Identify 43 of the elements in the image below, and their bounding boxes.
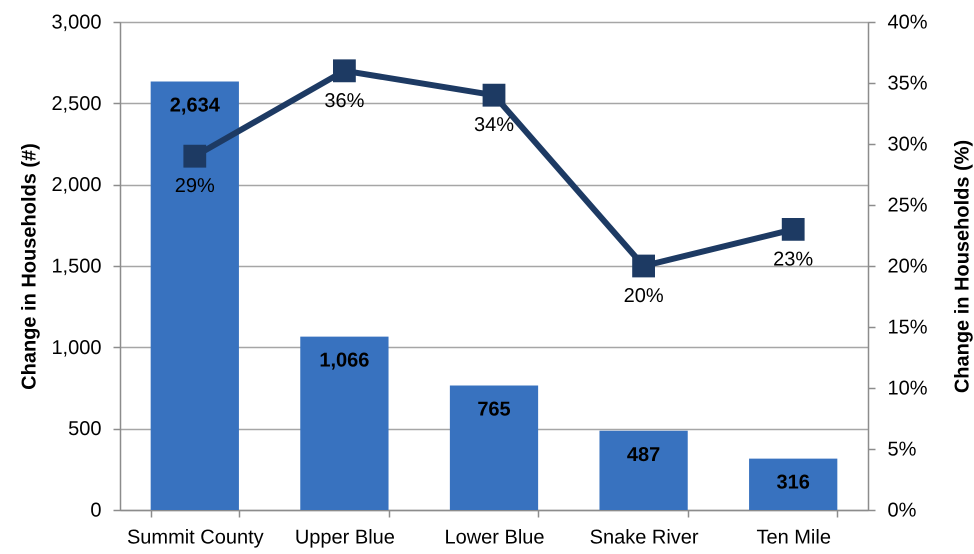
data-label: 487: [626, 444, 660, 466]
y2-tick-label: 15%: [888, 316, 928, 338]
y2-tick-label: 5%: [888, 438, 917, 460]
y-tick-label: 500: [68, 418, 102, 440]
y2-tick-label: 20%: [888, 256, 928, 278]
y-tick-label: 1,500: [51, 256, 102, 278]
y2-tick-label: 0%: [888, 500, 917, 522]
x-tick-label: Summit County: [126, 526, 264, 548]
x-tick-label: Snake River: [590, 526, 699, 548]
bar: [749, 458, 838, 510]
data-label: 1,066: [319, 350, 370, 372]
bar: [450, 386, 538, 510]
y-tick-label: 2,000: [51, 174, 102, 196]
data-label: 36%: [324, 90, 365, 112]
data-label: 2,634: [170, 94, 221, 117]
y2-tick-label: 10%: [888, 378, 928, 400]
x-tick-label: Ten Mile: [756, 526, 831, 548]
point: [482, 84, 506, 107]
bar: [599, 430, 688, 510]
y-tick-label: 3,000: [51, 12, 102, 34]
data-label: 23%: [773, 248, 814, 270]
data-label: 29%: [174, 175, 216, 198]
y2-tick-label: 25%: [888, 194, 928, 216]
bar: [150, 82, 239, 510]
point: [183, 144, 206, 168]
y-axis-title: Change in Households (#): [18, 143, 40, 390]
y-tick-label: 0: [90, 500, 102, 522]
point: [782, 218, 805, 241]
data-label: 316: [776, 472, 810, 494]
point: [333, 59, 356, 82]
point: [632, 254, 655, 278]
y2-tick-label: 30%: [888, 134, 928, 156]
x-tick-label: Lower Blue: [444, 526, 545, 548]
y-tick-label: 1,000: [51, 336, 102, 359]
y2-tick-label: 35%: [888, 72, 928, 94]
data-label: 765: [477, 398, 511, 421]
y2-tick-label: 40%: [888, 12, 928, 34]
bar: [300, 336, 389, 510]
data-label: 20%: [624, 285, 664, 307]
y2-axis-title: Change in Households (%): [952, 140, 974, 394]
y-tick-label: 2,500: [51, 92, 102, 115]
data-label: 34%: [474, 114, 514, 136]
x-tick-label: Upper Blue: [294, 526, 395, 548]
